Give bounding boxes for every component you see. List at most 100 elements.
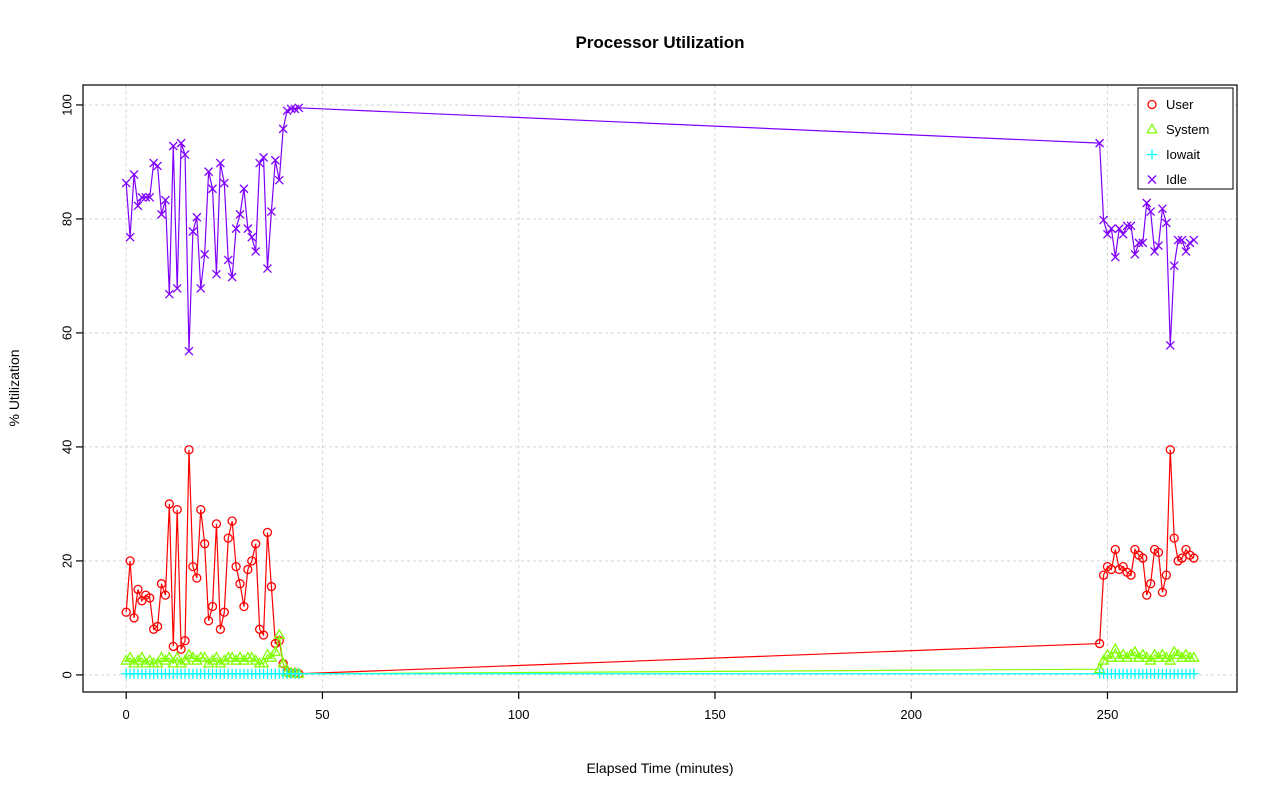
triangle-marker (269, 645, 282, 657)
x-marker (196, 284, 206, 293)
triangle-marker (210, 651, 223, 662)
chart-title: Processor Utilization (575, 33, 745, 52)
triangle-marker (167, 656, 180, 668)
circle-marker (133, 584, 143, 595)
legend-label: Iowait (1166, 147, 1200, 162)
x-marker (1103, 229, 1112, 239)
x-marker (1169, 261, 1179, 271)
triangle-marker (1164, 654, 1177, 665)
x-marker (1114, 224, 1124, 234)
triangle-marker (257, 656, 270, 668)
x-tick-label: 150 (704, 707, 726, 722)
x-marker (1177, 235, 1187, 245)
x-marker (1161, 218, 1171, 228)
triangle-marker (1187, 651, 1200, 662)
circle-marker (211, 519, 222, 529)
x-marker (129, 170, 139, 179)
y-tick-label: 0 (60, 671, 75, 678)
circle-marker (235, 579, 245, 589)
x-marker (200, 249, 210, 259)
triangle-marker (179, 654, 191, 665)
circle-marker (145, 593, 155, 603)
x-marker (235, 209, 245, 219)
x-marker (1122, 221, 1132, 231)
circle-marker (172, 504, 182, 515)
triangle-marker (206, 654, 219, 665)
triangle-marker (1176, 651, 1188, 662)
circle-marker (180, 636, 190, 646)
x-marker (227, 272, 237, 282)
x-marker (259, 152, 269, 162)
triangle-marker (163, 651, 176, 662)
circle-marker (203, 616, 214, 626)
triangle-marker (230, 654, 242, 665)
x-marker (1181, 246, 1191, 256)
x-marker (1099, 215, 1109, 225)
circle-marker (239, 601, 249, 612)
triangle-marker (1125, 648, 1137, 660)
x-marker (141, 192, 151, 202)
circle-marker (223, 533, 233, 543)
x-marker (168, 141, 178, 151)
triangle-marker (1132, 651, 1145, 662)
x-marker (1157, 204, 1167, 214)
triangle-marker (265, 651, 278, 662)
x-marker (188, 227, 198, 236)
x-marker (153, 161, 163, 171)
triangle-marker (273, 628, 286, 640)
y-tick-label: 100 (60, 94, 75, 116)
x-marker (208, 184, 217, 194)
triangle-marker (1144, 654, 1157, 665)
circle-marker (129, 613, 139, 623)
x-marker (1150, 246, 1160, 256)
circle-marker (247, 556, 257, 566)
triangle-marker (238, 654, 250, 665)
x-marker (137, 192, 147, 202)
x-marker (215, 158, 225, 168)
x-marker (180, 150, 190, 159)
legend-label: System (1166, 122, 1209, 137)
x-marker (1189, 235, 1199, 245)
triangle-marker (1113, 651, 1126, 662)
x-marker (251, 246, 261, 256)
triangle-marker (218, 654, 231, 665)
triangle-marker (1129, 645, 1141, 657)
x-marker (157, 209, 166, 219)
series-iowait (121, 668, 1199, 679)
x-marker (247, 232, 257, 242)
triangle-marker (124, 651, 137, 662)
triangle-marker (214, 656, 227, 668)
x-marker (145, 192, 155, 202)
circle-marker (125, 556, 135, 566)
x-marker (164, 289, 174, 299)
x-marker (1095, 138, 1105, 148)
x-tick-label: 100 (508, 707, 530, 722)
x-marker (125, 232, 135, 242)
x-marker (1185, 238, 1195, 248)
circle-marker (121, 607, 131, 617)
x-marker (160, 195, 170, 205)
circle-marker (200, 539, 210, 549)
x-marker (286, 104, 296, 114)
circle-marker (184, 445, 194, 455)
triangle-marker (190, 654, 203, 665)
circle-marker (231, 561, 241, 572)
series-line (125, 107, 1195, 352)
circle-marker (1189, 553, 1199, 563)
series-user (121, 445, 1199, 679)
circle-marker (266, 581, 277, 592)
circle-marker (251, 539, 261, 549)
x-marker (1126, 221, 1136, 231)
x-marker (172, 284, 182, 293)
x-marker (1147, 175, 1157, 184)
legend: User System Iowait Idle (1137, 87, 1234, 190)
x-marker (211, 269, 221, 279)
x-marker (1165, 341, 1175, 350)
triangle-marker (139, 656, 152, 668)
triangle-marker (1152, 651, 1165, 662)
series-system (120, 628, 1200, 678)
circle-marker (1138, 553, 1148, 563)
circle-marker (1165, 445, 1175, 455)
